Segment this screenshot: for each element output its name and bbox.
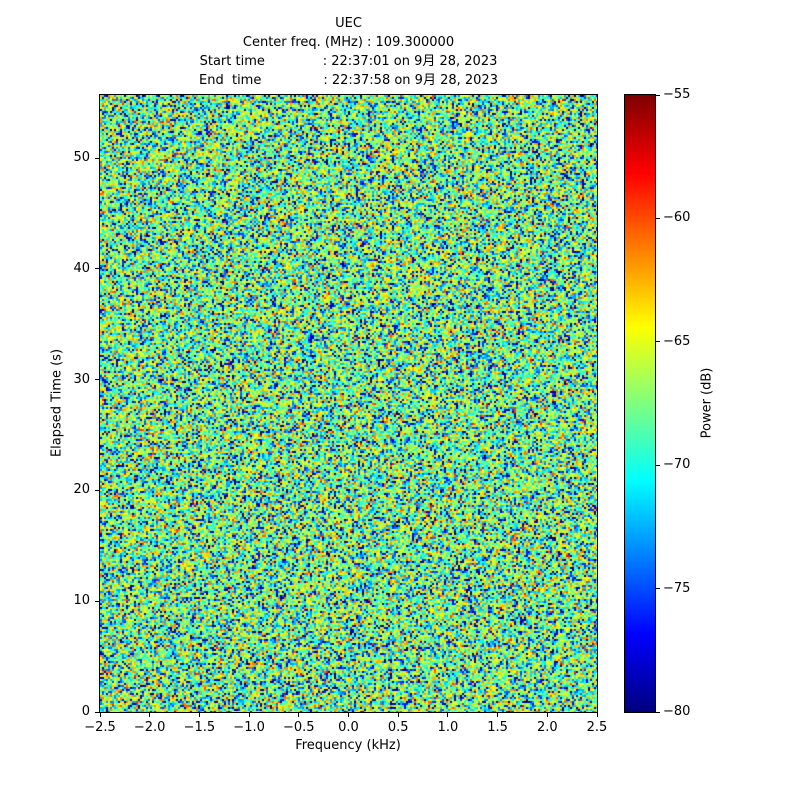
plot-title: UEC — [335, 16, 362, 31]
colorbar-tick-mark — [656, 217, 660, 219]
end-time-line: End time : 22:37:58 on 9月 28, 2023 — [199, 73, 498, 88]
colorbar-tick-label: −60 — [663, 210, 691, 226]
figure-title-block: UEC Center freq. (MHz) : 109.300000 Star… — [100, 14, 597, 90]
x-tick-label: 2.0 — [536, 720, 558, 735]
x-tick-mark — [298, 713, 300, 717]
y-tick-label: 20 — [73, 482, 90, 498]
colorbar-canvas — [625, 95, 655, 712]
colorbar — [624, 94, 656, 713]
colorbar-tick-label: −75 — [663, 580, 691, 596]
x-tick-mark — [447, 713, 449, 717]
colorbar-tick-mark — [656, 94, 660, 96]
x-tick-mark — [99, 713, 101, 717]
x-tick-label: −0.5 — [283, 720, 315, 735]
colorbar-tick-label: −80 — [663, 704, 691, 719]
x-tick-mark — [198, 713, 200, 717]
y-tick-mark — [95, 489, 99, 491]
x-tick-label: −1.5 — [183, 720, 216, 735]
y-tick-mark — [95, 379, 99, 381]
y-tick-mark — [95, 600, 99, 602]
colorbar-tick-mark — [656, 464, 660, 466]
y-tick-label: 30 — [73, 371, 90, 387]
x-axis-label: Frequency (kHz) — [295, 738, 401, 753]
x-tick-mark — [149, 713, 151, 717]
colorbar-tick-label: −65 — [663, 333, 691, 349]
x-tick-label: 0.0 — [338, 720, 359, 735]
spectrogram-plot-area — [99, 94, 598, 713]
x-tick-label: 1.5 — [487, 720, 508, 735]
x-tick-mark — [248, 713, 250, 717]
y-tick-label: 10 — [73, 593, 90, 609]
y-tick-mark — [95, 268, 99, 270]
x-tick-label: −2.0 — [133, 720, 166, 735]
colorbar-tick-label: −55 — [663, 87, 691, 102]
x-tick-mark — [497, 713, 499, 717]
start-time-line: Start time : 22:37:01 on 9月 28, 2023 — [199, 54, 498, 69]
y-tick-label: 0 — [81, 704, 90, 719]
y-tick-label: 50 — [73, 150, 90, 166]
colorbar-tick-mark — [656, 588, 660, 590]
spectrogram-canvas — [100, 95, 597, 712]
colorbar-tick-mark — [656, 711, 660, 713]
colorbar-tick-mark — [656, 341, 660, 343]
x-tick-mark — [348, 713, 349, 717]
x-tick-mark — [397, 713, 399, 717]
x-tick-label: 1.0 — [437, 720, 459, 735]
x-tick-label: 2.5 — [586, 720, 608, 735]
x-tick-label: −2.5 — [84, 720, 116, 735]
y-tick-mark — [95, 157, 99, 159]
y-tick-mark — [95, 711, 99, 713]
y-tick-label: 40 — [73, 260, 90, 276]
x-tick-label: 0.5 — [387, 720, 409, 735]
x-tick-mark — [596, 713, 598, 717]
center-freq-line: Center freq. (MHz) : 109.300000 — [242, 35, 455, 50]
x-tick-label: −1.0 — [233, 720, 265, 735]
x-tick-mark — [546, 713, 548, 717]
colorbar-tick-label: −70 — [663, 457, 691, 473]
colorbar-label: Power (dB) — [699, 367, 715, 439]
y-axis-label: Elapsed Time (s) — [49, 348, 65, 458]
